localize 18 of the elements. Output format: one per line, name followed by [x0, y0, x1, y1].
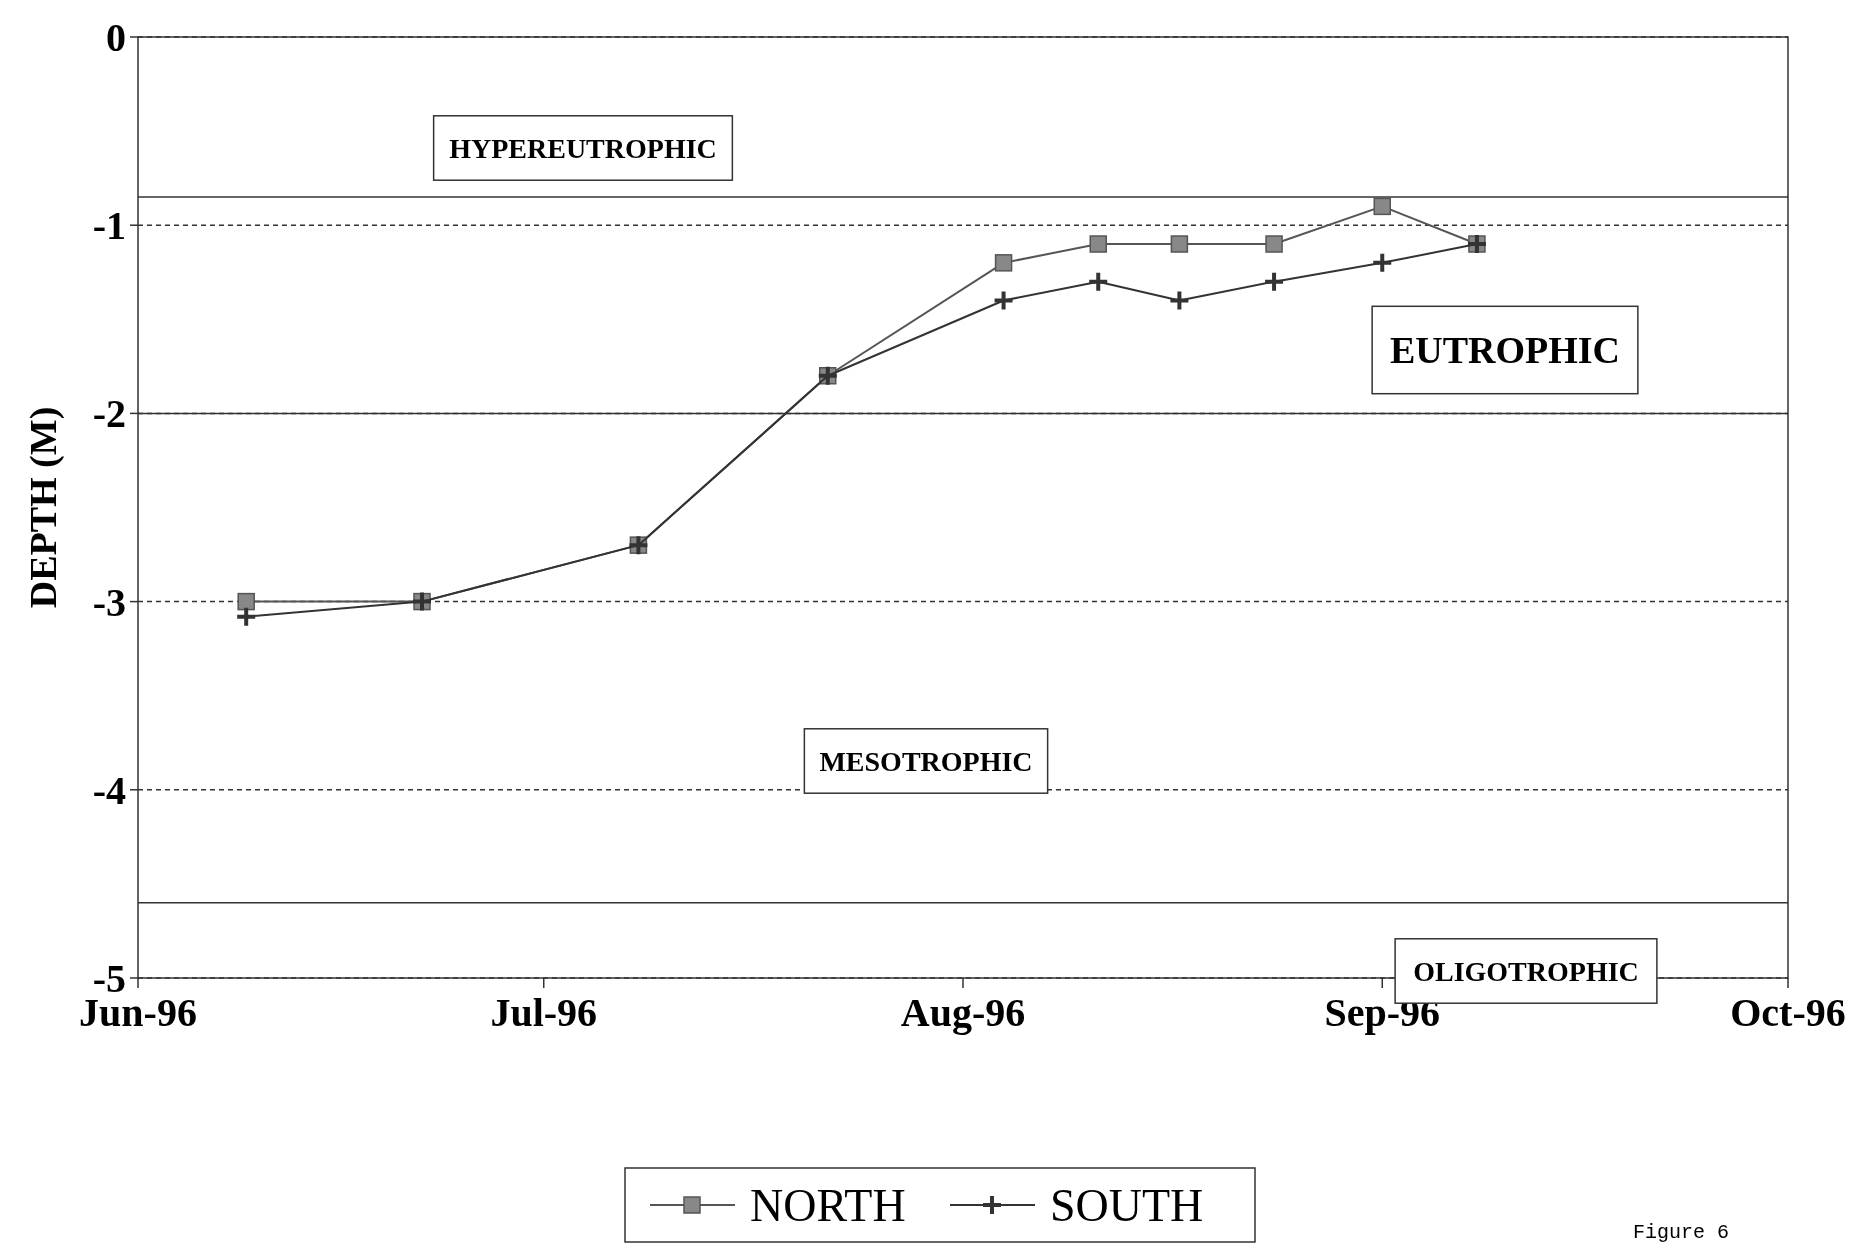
legend-label: SOUTH: [1050, 1180, 1204, 1232]
y-tick-label: 0: [106, 15, 126, 60]
y-tick-label: -4: [92, 767, 126, 813]
caption: Figure 6: [1633, 1221, 1730, 1244]
annotation: EUTROPHIC: [1389, 329, 1621, 372]
x-tick-label: Oct-96: [1730, 990, 1846, 1035]
x-tick-label: Aug-96: [900, 990, 1026, 1035]
y-tick-label: -2: [92, 391, 126, 437]
legend-label: NORTH: [750, 1180, 906, 1232]
y-tick-label: -5: [92, 956, 126, 1001]
x-tick-label: Jul-96: [490, 990, 598, 1035]
annotation: MESOTROPHIC: [819, 745, 1033, 777]
y-tick-label: -3: [92, 579, 126, 625]
y-axis-title: DEPTH (M): [22, 406, 65, 609]
y-tick-label: -1: [92, 203, 126, 249]
annotation: OLIGOTROPHIC: [1413, 955, 1639, 987]
x-tick-label: Sep-96: [1324, 990, 1441, 1035]
annotation: HYPEREUTROPHIC: [449, 132, 717, 164]
